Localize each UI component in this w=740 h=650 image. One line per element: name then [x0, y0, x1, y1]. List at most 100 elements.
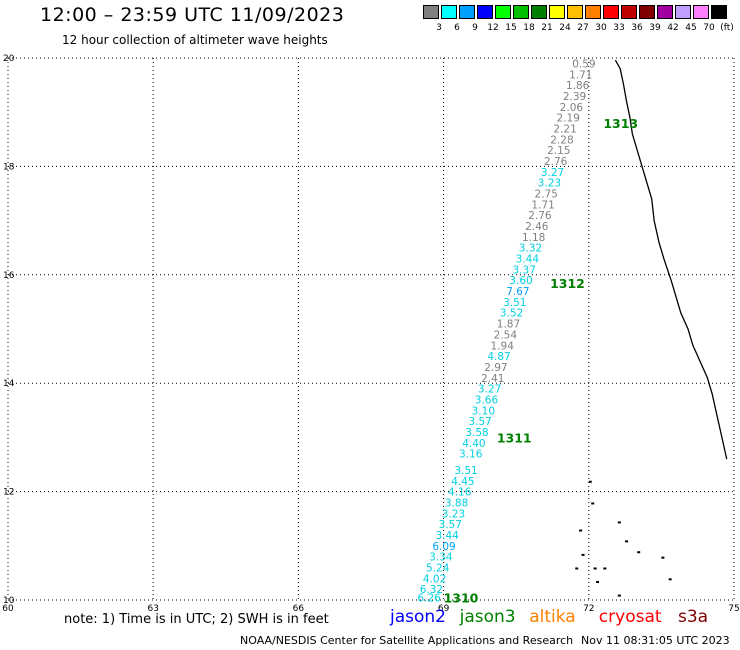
y-tick-label: 14: [3, 379, 15, 389]
pass-number-label: 1313: [603, 116, 638, 131]
wave-height-value: 1.18: [522, 232, 545, 244]
y-tick-label: 20: [3, 54, 15, 64]
satellite-jason2: jason2: [390, 607, 446, 627]
wave-height-value: 2.28: [550, 134, 573, 146]
wave-height-value: 7.67: [506, 286, 529, 298]
wave-height-value: 3.57: [439, 519, 462, 531]
satellite-jason3: jason3: [459, 607, 516, 627]
wave-height-value: 3.27: [478, 384, 501, 396]
island-mark: [617, 594, 621, 597]
x-tick-label: 60: [2, 604, 14, 614]
island-mark: [579, 529, 583, 532]
wave-height-value: 1.86: [566, 80, 590, 92]
wave-height-value: 1.71: [531, 199, 554, 211]
x-tick-label: 63: [147, 604, 158, 614]
coastline-path: [614, 59, 728, 460]
wave-height-value: 3.10: [472, 405, 495, 417]
wave-height-value: 3.44: [435, 530, 459, 542]
y-tick-label: 10: [3, 596, 15, 606]
map-title: 12:00 – 23:59 UTC 11/09/2023: [40, 4, 345, 26]
legend-label: 18: [523, 23, 535, 33]
wave-height-value: 2.41: [481, 373, 504, 385]
coastline: [575, 59, 728, 597]
wave-height-value: 3.23: [538, 178, 561, 190]
legend-swatch: [477, 5, 493, 19]
wave-height-value: 2.75: [535, 189, 558, 201]
legend-swatch: [693, 5, 709, 19]
wave-height-value: 2.46: [525, 221, 549, 233]
island-mark: [668, 578, 672, 581]
wave-height-value: 2.21: [553, 123, 576, 135]
wave-height-value: 4.16: [448, 487, 472, 499]
wave-height-value: 3.34: [429, 552, 453, 564]
satellite-cryosat: cryosat: [598, 607, 662, 627]
island-mark: [596, 581, 600, 584]
wave-height-value: 4.87: [487, 351, 510, 363]
wave-height-value: 3.57: [468, 416, 491, 428]
axis-ticks: 60 63 66 69 72 75 10 12 14 16 18 20: [2, 54, 739, 614]
wave-height-value: 4.40: [462, 438, 485, 450]
island-mark: [591, 502, 595, 505]
satellite-altika: altika: [529, 607, 576, 627]
wave-height-value: 2.97: [484, 362, 507, 374]
wave-height-value: 3.60: [509, 275, 532, 287]
island-mark: [588, 480, 592, 483]
legend-label: 70: [703, 23, 715, 33]
legend-swatch: [441, 5, 457, 19]
legend-swatch: [513, 5, 529, 19]
legend-swatch: [711, 5, 727, 19]
legend-label: 12: [487, 23, 499, 33]
legend-label: 45: [685, 23, 697, 33]
pass-number-label: 1310: [444, 590, 479, 605]
wave-height-value: 6.32: [420, 584, 443, 596]
wave-height-value: 3.52: [500, 308, 523, 320]
generated-timestamp: Nov 11 08:31:05 UTC 2023: [581, 634, 730, 647]
satellite-s3a: s3a: [678, 607, 709, 627]
x-tick-label: 75: [728, 604, 739, 614]
wave-height-value: 2.76: [544, 156, 568, 168]
legend-label: 21: [541, 23, 553, 33]
y-tick-label: 12: [3, 488, 14, 498]
y-tick-label: 18: [3, 162, 15, 172]
island-mark: [625, 540, 629, 543]
wave-height-value: 3.23: [442, 508, 465, 520]
island-mark: [617, 521, 621, 524]
legend-swatch: [621, 5, 637, 19]
legend-label: 27: [577, 23, 589, 33]
wave-height-value: 6.26: [417, 592, 441, 604]
legend-label: 30: [595, 23, 607, 33]
legend-label: 15: [505, 23, 517, 33]
legend-unit: (ft): [720, 23, 734, 33]
legend-label: 9: [472, 23, 478, 33]
legend-swatch: [459, 5, 475, 19]
wave-height-value: 0.59: [572, 58, 595, 70]
x-tick-label: 69: [438, 604, 450, 614]
wave-height-value: 1.71: [569, 69, 592, 81]
wave-height-value: 6.09: [432, 541, 455, 553]
wave-height-labels: 0.591.711.862.392.062.192.212.282.152.76…: [417, 58, 638, 605]
wave-height-value: 3.88: [445, 497, 468, 509]
island-mark: [603, 567, 607, 570]
wave-height-value: 5.24: [426, 562, 450, 574]
legend-swatch: [639, 5, 655, 19]
legend-label: 6: [454, 23, 460, 33]
legend-label: 24: [559, 23, 571, 33]
legend-label: 33: [613, 23, 625, 33]
island-mark: [593, 567, 597, 570]
pass-number-label: 1311: [497, 430, 532, 445]
wave-height-value: 3.27: [541, 167, 564, 179]
legend-swatch: [585, 5, 601, 19]
wave-height-value: 4.45: [451, 476, 474, 488]
legend-swatch: [423, 5, 439, 19]
legend-label: 3: [436, 23, 442, 33]
wave-height-value: 3.32: [519, 243, 542, 255]
y-tick-label: 16: [3, 271, 15, 281]
map-subtitle: 12 hour collection of altimeter wave hei…: [62, 33, 328, 47]
wave-height-value: 3.16: [459, 449, 483, 461]
legend-swatch: [603, 5, 619, 19]
legend-swatch: [675, 5, 691, 19]
wave-height-value: 2.19: [557, 113, 580, 125]
wave-height-value: 1.87: [497, 319, 520, 331]
island-mark: [637, 551, 641, 554]
